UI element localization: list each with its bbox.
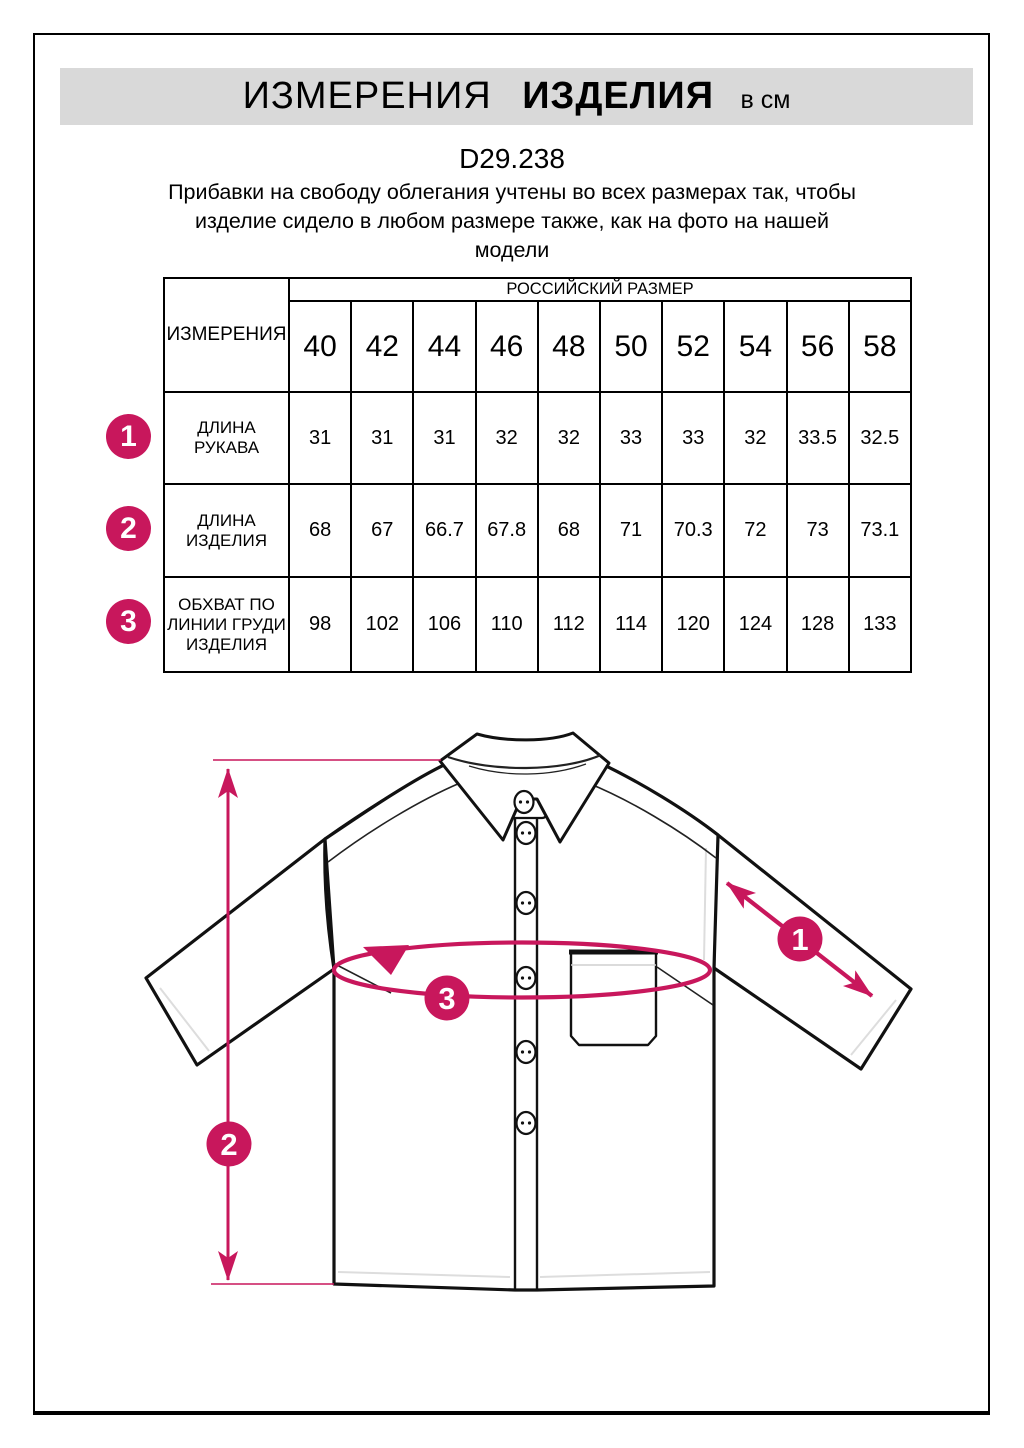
diagram-badge-3-label: 3 [438,981,455,1016]
diagram-badge-1 [777,916,823,962]
value-cell: 73.1 [847,483,912,578]
value-cell: 98 [287,576,353,673]
value-cell: 110 [474,576,539,673]
diagram-badge-2-label: 2 [220,1127,237,1162]
value-cell: 33.5 [785,391,850,485]
shirt-body [323,760,720,1292]
value-cell: 68 [287,483,353,578]
value-cell: 31 [287,391,353,485]
fold-lines [159,847,897,1278]
diagram-badge-3 [424,975,470,1021]
value-cell: 71 [598,483,664,578]
value-cell: 33 [598,391,664,485]
size-header-cell: 54 [723,300,788,393]
collar [438,731,611,844]
size-header-cell: 46 [474,300,539,393]
measurements-table: ИЗМЕРЕНИЯ РОССИЙСКИЙ РАЗМЕР 40 42 44 46 … [163,277,912,673]
measurement-label: ДЛИНА ИЗДЕЛИЯ [163,483,290,578]
product-code: D29.238 [459,143,565,174]
size-header-cell: 56 [785,300,850,393]
size-header-cell: 44 [412,300,477,393]
value-cell: 72 [723,483,788,578]
row-number-badge-3: 3 [106,599,151,644]
value-cell: 66.7 [412,483,477,578]
row-number-badge-1: 1 [106,414,151,459]
value-cell: 128 [785,576,850,673]
value-cell: 70.3 [661,483,726,578]
size-header-cell: 40 [287,300,353,393]
button-icon [515,820,537,846]
button-icon [515,890,537,916]
button-placket [513,816,539,1290]
value-cell: 106 [412,576,477,673]
value-cell: 102 [350,576,415,673]
value-cell: 68 [536,483,601,578]
size-header-cell: 58 [847,300,912,393]
value-cell: 124 [723,576,788,673]
size-header-cell: 52 [661,300,726,393]
table-row: ДЛИНА РУКАВА 31 31 31 32 32 33 33 32 33.… [163,391,912,485]
value-cell: 31 [350,391,415,485]
size-header-cell: 42 [350,300,415,393]
diagram-badge-2 [206,1121,252,1167]
page-title-bold: ИЗДЕЛИЯ [522,75,715,117]
buttons [513,789,537,1136]
row-number-badge-2: 2 [106,506,151,551]
size-header-cell: 48 [536,300,601,393]
size-group-header-cell: РОССИЙСКИЙ РАЗМЕР [288,277,912,302]
value-cell: 67 [350,483,415,578]
raglan-seams [327,782,717,1006]
value-cell: 32 [536,391,601,485]
table-row: ДЛИНА ИЗДЕЛИЯ 68 67 66.7 67.8 68 71 70.3… [163,483,912,578]
page-title: ИЗМЕРЕНИЯ [242,75,492,117]
value-cell: 33 [661,391,726,485]
button-icon [513,789,535,815]
button-icon [515,1110,537,1136]
measurement-label: ОБХВАТ ПО ЛИНИИ ГРУДИ ИЗДЕЛИЯ [163,576,290,673]
chest-ellipse-arrowhead [363,945,409,975]
size-header-cell: 50 [598,300,664,393]
button-icon [515,965,537,991]
title-bar: ИЗМЕРЕНИЯ ИЗДЕЛИЯ в см [60,68,973,125]
button-icon [515,1039,537,1065]
value-cell: 120 [661,576,726,673]
value-cell: 67.8 [474,483,539,578]
value-cell: 32 [474,391,539,485]
measurements-header-cell: ИЗМЕРЕНИЯ [163,277,290,393]
value-cell: 31 [412,391,477,485]
measurement-label: ДЛИНА РУКАВА [163,391,290,485]
value-cell: 114 [598,576,664,673]
diagram-badge-1-label: 1 [791,922,808,957]
fit-note-text: Прибавки на свободу облегания учтены во … [168,180,856,262]
chest-ellipse [331,940,713,1000]
value-cell: 32 [723,391,788,485]
page-border-frame [33,33,990,1415]
value-cell: 112 [536,576,601,673]
value-cell: 32.5 [847,391,912,485]
value-cell: 133 [847,576,912,673]
table-row: ОБХВАТ ПО ЛИНИИ ГРУДИ ИЗДЕЛИЯ 98 102 106… [163,576,912,673]
collar-fold-lines [447,753,602,775]
title-unit-label: в см [740,86,791,114]
measurement-annotations: 1 2 3 [206,759,874,1285]
value-cell: 73 [785,483,850,578]
